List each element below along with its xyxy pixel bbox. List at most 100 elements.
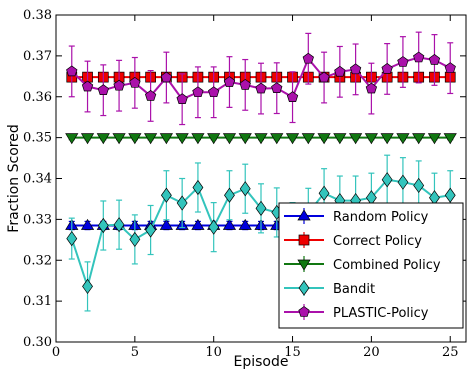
data-point <box>96 133 110 145</box>
y-tick-label: 0.34 <box>23 172 52 187</box>
y-tick-label: 0.37 <box>23 49 52 64</box>
ticks-layer: 0.30 0.31 0.32 0.33 0.34 0.35 0.36 0.37 0.38 0 5 10… <box>23 8 466 360</box>
data-point <box>444 187 456 203</box>
data-point <box>397 56 409 67</box>
x-tick-label: 5 <box>131 345 139 360</box>
data-point <box>128 133 142 145</box>
legend-item-2: Combined Policy <box>284 256 441 273</box>
data-point <box>271 82 283 93</box>
data-point <box>444 62 456 73</box>
y-tick-label: 0.30 <box>23 335 52 350</box>
x-tick-label: 15 <box>284 345 301 360</box>
data-point <box>80 218 95 230</box>
data-point <box>97 84 109 96</box>
y-axis-title: Fraction Scored <box>6 124 22 232</box>
data-point <box>255 200 267 216</box>
data-point <box>413 51 425 63</box>
y-tick-label: 0.38 <box>23 8 52 23</box>
data-point <box>192 86 204 98</box>
data-point <box>113 79 125 91</box>
data-point <box>443 133 457 145</box>
data-point <box>239 181 251 197</box>
legend-label: Bandit <box>333 282 375 297</box>
data-point <box>143 133 158 145</box>
series-2 <box>65 133 457 145</box>
data-point <box>254 133 268 145</box>
legend-item-3: Bandit <box>284 280 375 297</box>
data-point <box>349 63 362 75</box>
data-point <box>222 133 237 145</box>
y-tick-label: 0.36 <box>23 90 52 105</box>
legend-label: Combined Policy <box>333 258 441 273</box>
data-point <box>348 133 363 145</box>
legend-label: Correct Policy <box>333 234 422 249</box>
data-point <box>176 195 188 211</box>
data-point <box>145 222 157 238</box>
data-point <box>222 218 237 230</box>
data-point <box>380 133 394 145</box>
data-point <box>97 217 109 234</box>
data-point <box>270 133 284 145</box>
data-point <box>238 218 252 230</box>
data-point <box>381 63 393 74</box>
data-point <box>176 93 188 105</box>
data-point <box>208 86 220 98</box>
data-point <box>428 54 441 65</box>
data-point <box>255 82 267 94</box>
data-point <box>144 89 157 101</box>
y-tick-label: 0.33 <box>23 212 52 227</box>
data-point <box>286 91 299 102</box>
y-tick-label: 0.31 <box>23 294 52 309</box>
data-point <box>396 133 410 145</box>
data-point <box>129 76 141 88</box>
data-point <box>397 174 409 190</box>
data-point <box>413 177 425 194</box>
series-4 <box>66 31 456 126</box>
data-point <box>302 52 314 64</box>
legend-box <box>278 202 464 329</box>
y-tick-label: 0.32 <box>23 253 52 268</box>
data-point <box>317 133 331 145</box>
legend-swatch-marker <box>298 306 310 317</box>
data-point <box>65 133 79 145</box>
x-tick-label: 25 <box>442 345 459 360</box>
data-point <box>82 278 93 295</box>
data-point <box>129 231 141 248</box>
x-axis-title: Episode <box>234 354 289 370</box>
data-point <box>191 218 205 230</box>
data-point <box>301 133 315 145</box>
data-point <box>191 133 205 145</box>
data-point <box>160 187 172 203</box>
data-point <box>112 133 126 145</box>
legend-swatch-marker <box>298 280 310 296</box>
data-point <box>113 217 125 233</box>
data-point <box>412 133 426 145</box>
data-point <box>334 65 346 77</box>
x-tick-label: 10 <box>205 345 222 360</box>
legend-swatch-marker <box>297 259 311 271</box>
x-tick-label: 20 <box>363 345 380 360</box>
data-point <box>427 133 442 145</box>
data-point <box>223 76 236 87</box>
legend-swatch-marker <box>298 234 310 246</box>
data-point <box>81 80 94 92</box>
data-point <box>224 187 235 203</box>
y-tick-label: 0.35 <box>23 131 52 146</box>
data-point <box>160 71 173 83</box>
legend-items: Random Policy Correct Policy Combined Poli… <box>284 208 441 321</box>
data-point <box>238 133 252 145</box>
data-point <box>364 133 379 145</box>
data-point <box>159 218 174 230</box>
x-tick-label: 0 <box>52 345 60 360</box>
legend: Random Policy Correct Policy Combined Poli… <box>278 202 464 329</box>
data-point <box>381 172 393 188</box>
data-point <box>365 82 378 94</box>
data-point <box>175 133 189 145</box>
legend-label: Random Policy <box>333 210 429 225</box>
data-point <box>239 78 251 90</box>
data-point <box>208 219 220 235</box>
legend-item-0: Random Policy <box>284 208 429 225</box>
data-point <box>159 133 174 145</box>
legend-label: PLASTIC-Policy <box>333 306 429 321</box>
